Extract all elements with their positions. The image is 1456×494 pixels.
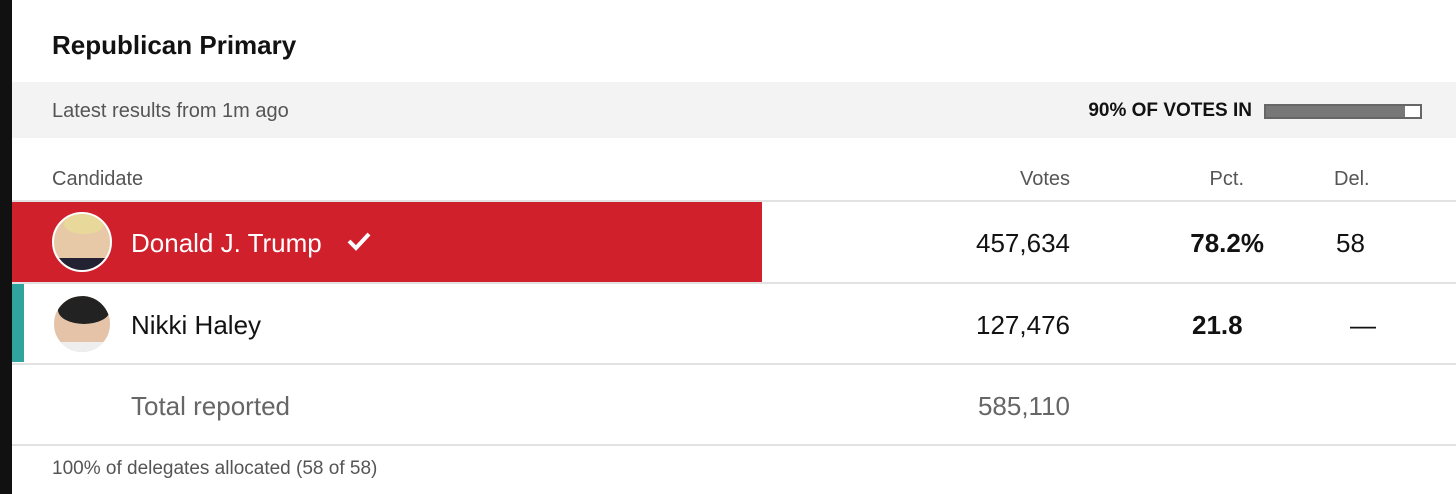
candidate-name: Nikki Haley [131,310,262,340]
col-header: Pct. [1209,168,1244,190]
divider [12,444,1456,446]
divider [12,200,1456,202]
title: Republican Primary [52,30,297,60]
divider [12,363,1456,365]
left-edge [0,0,12,494]
footer: 100% of delegates allocated (58 of 58) [52,458,378,479]
delegates: 58 [1336,228,1365,258]
votes-in-label: 90% OF VOTES IN [1088,100,1252,121]
votes: 457,634 [976,228,1070,258]
col-header: Del. [1334,168,1370,190]
row: Nikki Haley 127,476 21.8 — [12,284,1456,364]
col-header: Candidate [52,168,144,190]
total-label: Total reported [131,391,290,421]
progress-track [1264,104,1422,119]
candidate-name: Donald J. Trump [131,228,322,258]
pct: 78.2% [1190,228,1264,258]
winner-bg [12,202,762,282]
status-band: Latest results from 1m ago 90% OF VOTES … [12,82,1456,138]
votes: 127,476 [976,310,1070,340]
col-header: Votes [1019,168,1070,190]
pct: 21.8 [1192,310,1243,340]
divider [12,282,1456,284]
party-strip [12,284,24,362]
updated: Latest results from 1m ago [52,100,289,122]
delegates: — [1350,310,1376,340]
total-row: Total reported 585,110 [12,365,1456,445]
row: Donald J. Trump 457,634 78.2% 58 [12,202,1456,282]
progress-fill [1266,106,1405,117]
check-icon [347,232,371,251]
avatar [52,294,112,354]
avatar [52,212,112,272]
total-votes: 585,110 [977,391,1070,421]
